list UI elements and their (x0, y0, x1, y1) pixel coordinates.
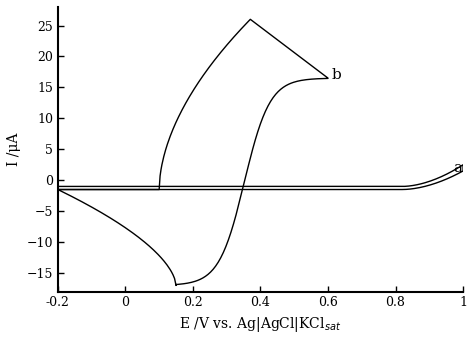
Y-axis label: I /μA: I /μA (7, 133, 21, 166)
Text: b: b (331, 68, 341, 82)
Text: a: a (453, 161, 462, 175)
X-axis label: E /V vs. Ag|AgCl|KCl$_{sat}$: E /V vs. Ag|AgCl|KCl$_{sat}$ (179, 315, 342, 334)
